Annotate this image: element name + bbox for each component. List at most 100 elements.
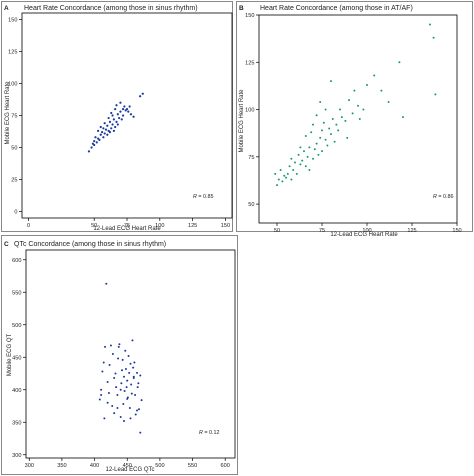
panel-c-data-point [125, 386, 128, 389]
panel-c-data-point [122, 419, 125, 422]
panel-a-data-point [118, 116, 121, 120]
panel-a-title: Heart Rate Concordance (among those in s… [24, 5, 198, 12]
panel-b-data-point [310, 131, 313, 134]
panel-b-correlation-value: = 0.86 [437, 194, 454, 200]
panel-c-data-point [130, 392, 133, 395]
panel-c-data-point [136, 371, 139, 374]
panel-c-data-point [111, 405, 114, 407]
panel-c-data-point [132, 366, 135, 369]
panel-c-data-point [126, 379, 129, 382]
panel-a-data-point [110, 127, 113, 130]
panel-b-data-point [315, 114, 318, 117]
panel-b-y-axis-title: Mobile ECG Heart Rate [239, 89, 245, 153]
panel-c-data-point [121, 369, 124, 372]
panel-a-x-tick-label: 150 [221, 223, 230, 229]
panel-c-data-point [123, 390, 126, 393]
panel-c-data-point [107, 392, 110, 394]
panel-b-data-point [299, 163, 302, 166]
panel-c-data-point [102, 361, 105, 364]
panel-a-data-point [104, 128, 108, 131]
panel-b-data-point [324, 138, 327, 141]
panel-a-data-point [115, 120, 118, 124]
panel-b-x-axis-title: 12-Lead ECG Heart Rate [330, 232, 398, 238]
panel-c-correlation: R = 0.12 [199, 430, 220, 436]
panel-a-data-point [107, 116, 110, 120]
panel-b-correlation: R = 0.86 [433, 194, 454, 200]
panel-c-letter: C [4, 241, 9, 248]
panel-b-data-point [322, 121, 325, 124]
panel-a-letter: A [4, 5, 9, 12]
panel-b-y-tick-label: 75 [248, 155, 254, 161]
panel-b-data-point [317, 153, 320, 156]
panel-a-data-point [111, 123, 114, 126]
panel-a-y-tick-label: 150 [8, 17, 17, 23]
panel-c-data-point [134, 393, 137, 396]
panel-c-data-point [127, 354, 130, 357]
panel-b-data-point [434, 93, 437, 96]
panel-c-data-point [118, 343, 121, 346]
panel-a-data-point [139, 95, 142, 98]
panel-a-y-tick-label: 125 [8, 49, 17, 55]
panel-a-y-tick-label: 100 [8, 81, 17, 87]
panel-a-data-point [102, 136, 105, 139]
panel-c-y-tick-label: 300 [12, 453, 21, 459]
panel-a-y-axis-title: Mobile ECG Heart Rate [5, 81, 11, 145]
panel-c-data-point [124, 367, 127, 370]
panel-c-data-point [98, 398, 101, 401]
panel-b-data-point [366, 83, 368, 86]
panel-a-data-point [106, 124, 109, 127]
panel-a-x-axis-title: 12-Lead ECG Heart Rate [93, 226, 161, 232]
panel-c-data-point [115, 386, 118, 389]
panel-a-data-point [114, 107, 117, 111]
panel-c-x-tick-label: 300 [25, 463, 34, 469]
panel-a-y-tick-label: 0 [14, 210, 17, 216]
panel-a-x-tick-label: 125 [188, 223, 197, 229]
panel-b-data-point [340, 116, 343, 119]
panel-a-correlation-value: = 0.85 [197, 194, 214, 200]
panel-c-correlation-value: = 0.12 [203, 430, 220, 436]
panel-b-correlation-symbol: R [433, 194, 437, 200]
panel-b-data-point [330, 80, 332, 83]
panel-b-y-tick-label: 50 [248, 202, 254, 208]
panel-b-data-point [315, 142, 318, 145]
panel-a-x-tick-label: 75 [124, 223, 130, 229]
panel-b-data-point [335, 123, 338, 126]
panel-b-data-point [402, 116, 404, 119]
panel-c-data-point [105, 282, 108, 285]
panel-c-x-tick-label: 350 [57, 463, 66, 469]
panel-a-data-point [129, 113, 133, 116]
panel-c-correlation-symbol: R [199, 430, 203, 436]
panel-a-data-point [95, 141, 98, 144]
panel-c-y-tick-label: 600 [12, 258, 21, 264]
panel-b-data-point [299, 146, 302, 149]
panel-a-data-point [93, 143, 96, 147]
panel-c-data-point [114, 372, 117, 375]
panel-a-data-point [108, 131, 112, 134]
panel-b-data-point [290, 157, 293, 160]
panel-b-data-point [331, 118, 334, 120]
panel-c-x-tick-label: 400 [90, 463, 99, 469]
panel-c-y-tick-label: 500 [12, 323, 21, 329]
panel-c-data-point [134, 413, 137, 416]
panel-c-x-tick-label: 450 [123, 463, 132, 469]
panel-c-data-point [117, 345, 120, 348]
panel-b-data-point [324, 108, 327, 111]
panel-a-data-point [119, 110, 122, 113]
panel-b-data-point [346, 136, 349, 139]
panel-c-data-point [113, 412, 116, 415]
panel-b-data-point [357, 104, 359, 107]
panel-b-data-point [292, 169, 295, 172]
panel-a-data-point [132, 115, 135, 118]
panel-c-data-point [124, 349, 127, 352]
panel-a-data-point [116, 123, 119, 126]
panel-c-data-point [129, 417, 132, 420]
panel-a-plot: 0 50 75 100 125 150 0 25 50 75 100 125 150 [8, 12, 233, 229]
panel-a-correlation: R = 0.85 [193, 194, 214, 200]
panel-c-data-point [139, 374, 142, 377]
panel-a-data-point [127, 110, 130, 113]
panel-c-data-point [128, 371, 131, 374]
panel-a-data-point [112, 118, 115, 121]
panel-b-data-point [326, 144, 329, 147]
panel-b-data-point [308, 146, 311, 149]
